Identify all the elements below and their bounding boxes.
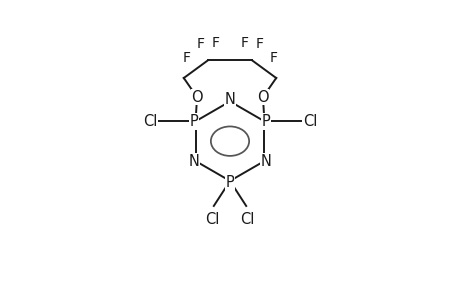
- Text: F: F: [255, 37, 263, 51]
- Text: Cl: Cl: [205, 212, 219, 227]
- Text: P: P: [189, 114, 198, 129]
- Text: N: N: [224, 92, 235, 107]
- Text: O: O: [191, 90, 202, 105]
- Text: O: O: [257, 90, 268, 105]
- Text: F: F: [269, 51, 277, 65]
- Text: P: P: [225, 175, 234, 190]
- Text: F: F: [182, 51, 190, 65]
- Text: N: N: [260, 154, 271, 169]
- Text: Cl: Cl: [143, 114, 157, 129]
- Text: F: F: [240, 36, 248, 50]
- Text: F: F: [196, 37, 204, 51]
- Text: N: N: [188, 154, 199, 169]
- Text: Cl: Cl: [240, 212, 254, 227]
- Text: P: P: [261, 114, 270, 129]
- Text: Cl: Cl: [302, 114, 316, 129]
- Text: F: F: [211, 36, 219, 50]
